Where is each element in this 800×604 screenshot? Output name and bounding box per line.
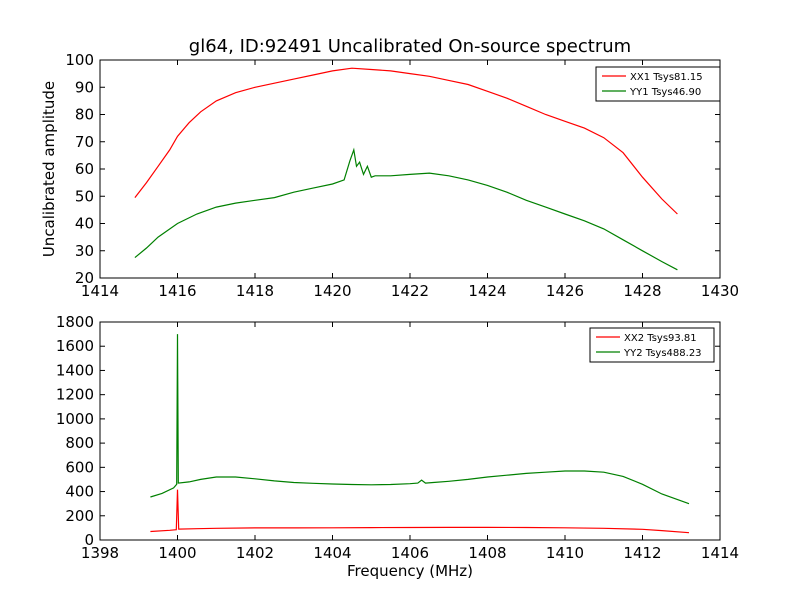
- panel1-x-tick-label: 1426: [546, 282, 584, 300]
- panel1-legend-label: YY1 Tsys46.90: [629, 87, 701, 98]
- panel2-x-tick-label: 1404: [313, 544, 351, 562]
- panel2-x-tick-label: 1402: [236, 544, 274, 562]
- panel1-x-tick-label: 1430: [701, 282, 739, 300]
- panel1-y-tick-label: 30: [75, 242, 94, 260]
- panel2-y-tick-label: 400: [65, 483, 94, 501]
- panel2-x-tick-label: 1400: [158, 544, 196, 562]
- panel1-y-tick-label: 40: [75, 215, 94, 233]
- panel1-x-tick-label: 1424: [468, 282, 506, 300]
- panel2-y-tick-label: 800: [65, 434, 94, 452]
- panel2-y-tick-label: 200: [65, 507, 94, 525]
- panel2-x-tick-label: 1410: [546, 544, 584, 562]
- panel2-series-1-line: [150, 489, 690, 534]
- panel1-y-tick-label: 90: [75, 78, 94, 96]
- panel2-x-tick-label: 1414: [701, 544, 739, 562]
- panel1-y-tick-label: 100: [65, 51, 94, 69]
- panel1-y-tick-label: 50: [75, 187, 94, 205]
- panel1-x-tick-label: 1414: [81, 282, 119, 300]
- panel1-x-tick-label: 1422: [391, 282, 429, 300]
- panel1-y-tick-label: 60: [75, 160, 94, 178]
- panel1-legend-box: [595, 66, 721, 102]
- panel1-x-tick-label: 1428: [623, 282, 661, 300]
- panel1-y-axis-label: Uncalibrated amplitude: [40, 81, 58, 257]
- panel2-x-tick-label: 1412: [623, 544, 661, 562]
- panel2-x-tick-label: 1408: [468, 544, 506, 562]
- panel2-y-tick-label: 1200: [56, 386, 94, 404]
- panel1-x-tick-label: 1418: [236, 282, 274, 300]
- panel2-y-tick-label: 600: [65, 458, 94, 476]
- panel1-x-tick-label: 1420: [313, 282, 351, 300]
- panel1-legend-label: XX1 Tsys81.15: [630, 72, 703, 83]
- panel2-x-tick-label: 1398: [81, 544, 119, 562]
- panel2-legend-label: YY2 Tsys488.23: [623, 348, 702, 359]
- panel2-y-tick-label: 1400: [56, 361, 94, 379]
- panel2-series-2-line: [150, 334, 690, 505]
- panel2-y-tick-label: 1800: [56, 313, 94, 331]
- panel2-y-tick-label: 0: [84, 531, 94, 549]
- panel2-legend-label: XX2 Tsys93.81: [624, 333, 697, 344]
- panel2-legend-box: [589, 327, 715, 363]
- panel2-y-tick-label: 1000: [56, 410, 94, 428]
- panel1-y-tick-label: 70: [75, 133, 94, 151]
- panel2-x-axis-label: Frequency (MHz): [347, 562, 473, 580]
- panel2-x-tick-label: 1406: [391, 544, 429, 562]
- panel2-y-tick-label: 1600: [56, 337, 94, 355]
- panel1-series-2-line: [134, 147, 678, 271]
- panel1-y-tick-label: 80: [75, 106, 94, 124]
- panel1-x-tick-label: 1416: [158, 282, 196, 300]
- panel1-series-1-line: [134, 67, 678, 215]
- panel1-chart-title: gl64, ID:92491 Uncalibrated On-source sp…: [189, 36, 631, 57]
- panel1-y-tick-label: 20: [75, 269, 94, 287]
